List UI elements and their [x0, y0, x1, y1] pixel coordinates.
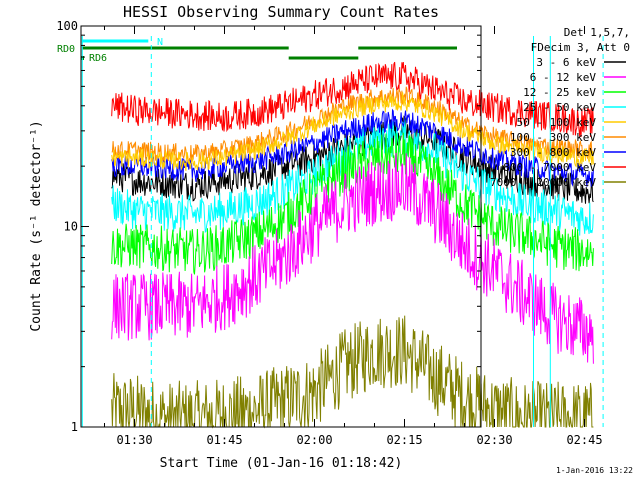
legend-header-line2: FDecim 3, Att 0: [531, 41, 630, 54]
x-tick-label-1: 01:45: [206, 433, 242, 447]
y-tick-label-2: 1: [71, 420, 78, 434]
flag-label-rd6: RD6: [89, 53, 107, 64]
series-line-6: [111, 108, 594, 187]
series-line-0: [111, 115, 594, 204]
chart-title: HESSI Observing Summary Count Rates: [123, 3, 439, 21]
observing-flags: [81, 39, 457, 60]
series-line-7: [111, 61, 594, 138]
series-traces: [111, 61, 594, 429]
series-line-8: [111, 315, 594, 429]
legend-label-6: 300 - 800 keV: [510, 146, 596, 159]
series-line-2: [111, 132, 594, 275]
boundary-lines: [81, 36, 604, 427]
legend-label-3: 25 - 50 keV: [523, 101, 596, 114]
legend-header-line1: Det 1,5,7,: [564, 26, 630, 39]
x-tick-label-5: 02:45: [566, 433, 602, 447]
x-tick-label-0: 01:30: [116, 433, 152, 447]
x-tick-label-3: 02:15: [386, 433, 422, 447]
legend-label-5: 100 - 300 keV: [510, 131, 596, 144]
y-tick-label-0: 100: [56, 19, 78, 33]
series-line-1: [111, 152, 594, 364]
legend: Det 1,5,7, FDecim 3, Att 0 3 - 6 keV 6 - …: [490, 26, 630, 189]
legend-items: 3 - 6 keV 6 - 12 keV 12 - 25 keV 25 - 50 ke…: [490, 56, 626, 189]
x-axis-label: Start Time (01-Jan-16 01:18:42): [160, 456, 403, 471]
x-tick-label-4: 02:30: [476, 433, 512, 447]
legend-label-7: 800 - 7000 keV: [503, 161, 596, 174]
legend-label-1: 6 - 12 keV: [530, 71, 597, 84]
y-axis-label: Count Rate (s⁻¹ detector⁻¹): [29, 120, 44, 331]
flag-label-n: N: [157, 37, 163, 48]
series-line-4: [111, 92, 594, 171]
x-axis-ticks: 01:30 01:45 02:00 02:15 02:30 02:45: [104, 26, 603, 447]
timestamp: 1-Jan-2016 13:22: [556, 466, 633, 475]
y-tick-label-1: 10: [64, 220, 78, 234]
legend-label-4: 50 - 100 keV: [517, 116, 597, 129]
legend-label-2: 12 - 25 keV: [523, 86, 596, 99]
x-tick-label-2: 02:00: [296, 433, 332, 447]
flag-labels: RD0 RD6 N: [57, 37, 163, 64]
flag-label-rd0: RD0: [57, 44, 75, 55]
y-axis-ticks: 100 10 1: [56, 19, 481, 434]
legend-label-0: 3 - 6 keV: [536, 56, 596, 69]
legend-label-8: 7000 - 20000 keV: [490, 176, 596, 189]
